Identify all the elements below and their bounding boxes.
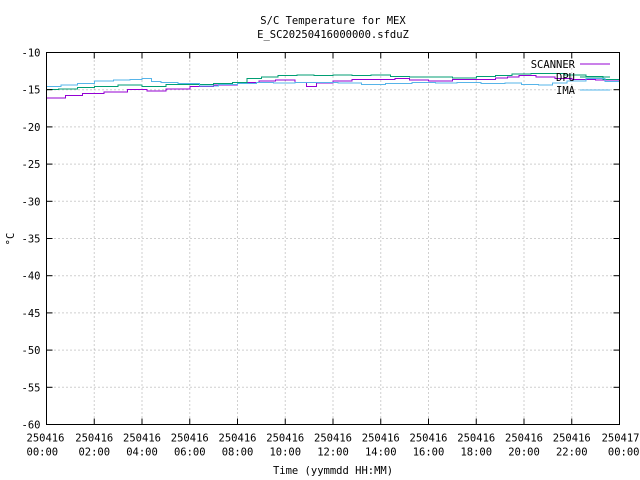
x-tick-label-date: 250417 bbox=[602, 433, 640, 445]
y-tick-label: -50 bbox=[22, 345, 41, 357]
x-tick-label-date: 250416 bbox=[457, 433, 495, 445]
x-tick-label-time: 14:00 bbox=[365, 447, 397, 459]
x-tick-label-date: 250416 bbox=[171, 433, 209, 445]
y-tick-label: -35 bbox=[22, 234, 41, 246]
x-tick-label-time: 08:00 bbox=[222, 447, 254, 459]
series-line-scanner bbox=[46, 75, 620, 99]
x-tick-label-time: 04:00 bbox=[126, 447, 158, 459]
x-tick-label-time: 16:00 bbox=[413, 447, 445, 459]
y-tick-label: -15 bbox=[22, 85, 41, 97]
x-tick-label-time: 00:00 bbox=[27, 447, 59, 459]
series-line-dpu bbox=[46, 72, 620, 91]
grid-lines bbox=[46, 52, 620, 425]
x-tick-label-date: 250416 bbox=[75, 433, 113, 445]
chart-subtitle: E_SC20250416000000.sfduZ bbox=[257, 29, 409, 41]
x-tick-label-date: 250416 bbox=[219, 433, 257, 445]
y-tick-label: -40 bbox=[22, 271, 41, 283]
y-tick-label: -10 bbox=[22, 48, 41, 60]
chart-title: S/C Temperature for MEX bbox=[260, 15, 406, 27]
y-tick-label: -55 bbox=[22, 382, 41, 394]
x-tick-label-time: 02:00 bbox=[78, 447, 110, 459]
y-tick-label: -60 bbox=[22, 420, 41, 432]
legend-label-scanner: SCANNER bbox=[531, 59, 576, 71]
x-tick-label-date: 250416 bbox=[553, 433, 591, 445]
x-tick-label-time: 18:00 bbox=[460, 447, 492, 459]
y-tick-label: -30 bbox=[22, 196, 41, 208]
x-axis: 250416 00:00 250416 02:00 250416 04:00 250416 0… bbox=[27, 52, 640, 459]
y-tick-label: -20 bbox=[22, 122, 41, 134]
x-tick-label-date: 250416 bbox=[505, 433, 543, 445]
y-tick-label: -45 bbox=[22, 308, 41, 320]
x-tick-label-date: 250416 bbox=[314, 433, 352, 445]
x-tick-label-date: 250416 bbox=[27, 433, 65, 445]
y-axis: -10 -15 -20 -25 -30 -35 -40 -45 -50 -55 -60 bbox=[22, 48, 620, 432]
x-tick-label-time: 10:00 bbox=[269, 447, 301, 459]
series-line-ima bbox=[46, 78, 620, 88]
x-tick-label-time: 22:00 bbox=[556, 447, 588, 459]
legend-label-ima: IMA bbox=[556, 85, 576, 97]
x-tick-label-date: 250416 bbox=[123, 433, 161, 445]
x-tick-label-date: 250416 bbox=[362, 433, 400, 445]
y-axis-label: °C bbox=[5, 233, 17, 246]
x-tick-label-time: 20:00 bbox=[508, 447, 540, 459]
x-tick-label-time: 06:00 bbox=[174, 447, 206, 459]
x-tick-label-date: 250416 bbox=[410, 433, 448, 445]
y-tick-label: -25 bbox=[22, 159, 41, 171]
x-tick-label-time: 00:00 bbox=[608, 447, 640, 459]
x-axis-label: Time (yymmdd HH:MM) bbox=[273, 465, 393, 477]
x-tick-label-time: 12:00 bbox=[317, 447, 349, 459]
x-tick-label-date: 250416 bbox=[266, 433, 304, 445]
series-lines bbox=[46, 72, 620, 99]
legend-label-dpu: DPU bbox=[556, 72, 575, 84]
